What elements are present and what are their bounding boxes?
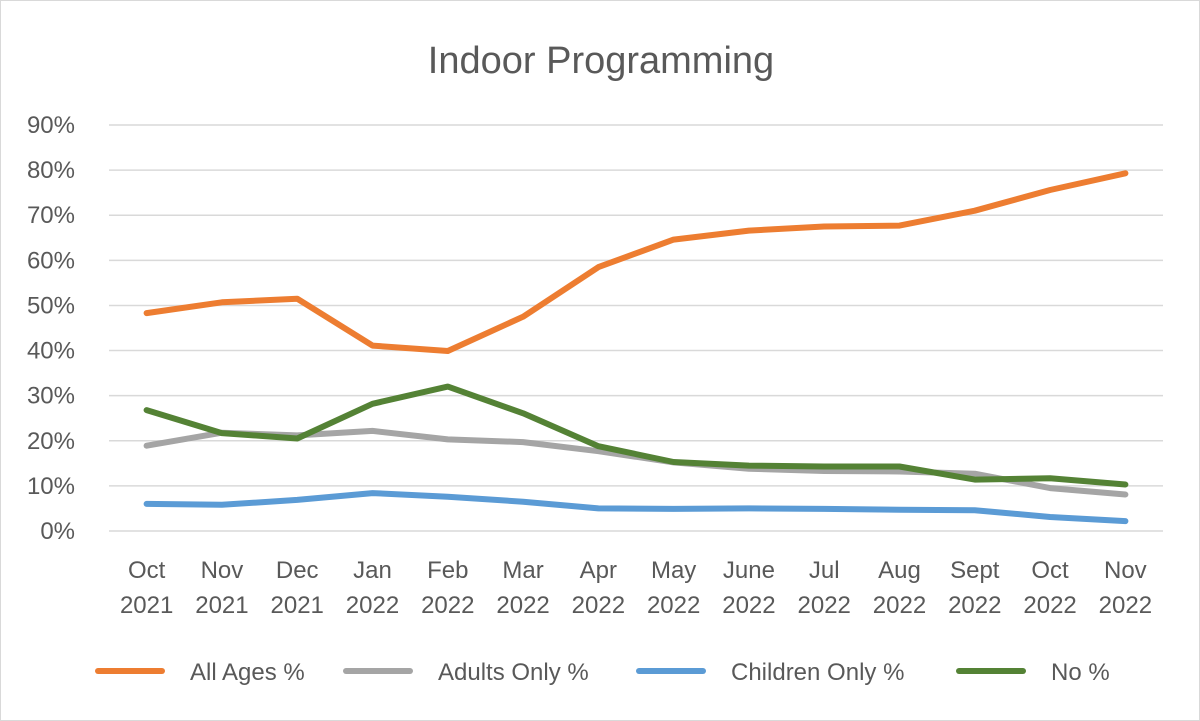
x-tick-label: May 2022 — [647, 557, 700, 619]
y-tick-label: 70% — [27, 202, 75, 229]
legend-item-no: No % — [956, 659, 1110, 686]
x-tick-label: Aug 2022 — [873, 557, 926, 619]
y-tick-label: 90% — [27, 112, 75, 139]
y-tick-label: 60% — [27, 247, 75, 274]
legend-label: No % — [1051, 659, 1110, 686]
x-tick-label: Jan 2022 — [346, 557, 399, 619]
series-lines — [143, 170, 1129, 525]
series-line-all-ages — [143, 170, 1129, 354]
y-tick-label: 20% — [27, 428, 75, 455]
x-tick-label: Apr 2022 — [572, 557, 625, 619]
legend-label: Adults Only % — [438, 659, 589, 686]
y-tick-label: 10% — [27, 473, 75, 500]
x-axis-ticks: Oct 2021 Nov 2021 Dec 2021 Jan 2022 Feb 2022 Mar 20… — [120, 557, 1152, 619]
series-line-no — [143, 383, 1129, 488]
y-tick-label: 40% — [27, 338, 75, 365]
x-tick-label: Oct 2021 — [120, 557, 173, 619]
y-tick-label: 30% — [27, 383, 75, 410]
legend-item-adults-only: Adults Only % — [343, 659, 589, 686]
legend: All Ages % Adults Only % Children Only % No… — [95, 659, 1110, 686]
x-tick-label: Oct 2022 — [1023, 557, 1076, 619]
x-tick-label: Nov 2022 — [1099, 557, 1152, 619]
legend-item-all-ages: All Ages % — [95, 659, 305, 686]
x-tick-label: Nov 2021 — [195, 557, 248, 619]
x-tick-label: Dec 2021 — [271, 557, 324, 619]
y-tick-label: 50% — [27, 292, 75, 319]
x-tick-label: Feb 2022 — [421, 557, 474, 619]
x-tick-label: Jul 2022 — [798, 557, 851, 619]
y-tick-label: 80% — [27, 157, 75, 184]
legend-label: Children Only % — [731, 659, 904, 686]
y-tick-label: 0% — [40, 518, 75, 545]
chart-title: Indoor Programming — [428, 40, 774, 82]
legend-label: All Ages % — [190, 659, 305, 686]
x-tick-label: Mar 2022 — [496, 557, 549, 619]
series-line-children-only — [143, 490, 1129, 525]
gridlines — [109, 124, 1163, 532]
x-tick-label: Sept 2022 — [948, 557, 1001, 619]
legend-item-children-only: Children Only % — [636, 659, 904, 686]
x-tick-label: June 2022 — [722, 557, 775, 619]
y-axis-ticks: 0% 10% 20% 30% 40% 50% 60% 70% 80% 90% — [27, 112, 75, 545]
